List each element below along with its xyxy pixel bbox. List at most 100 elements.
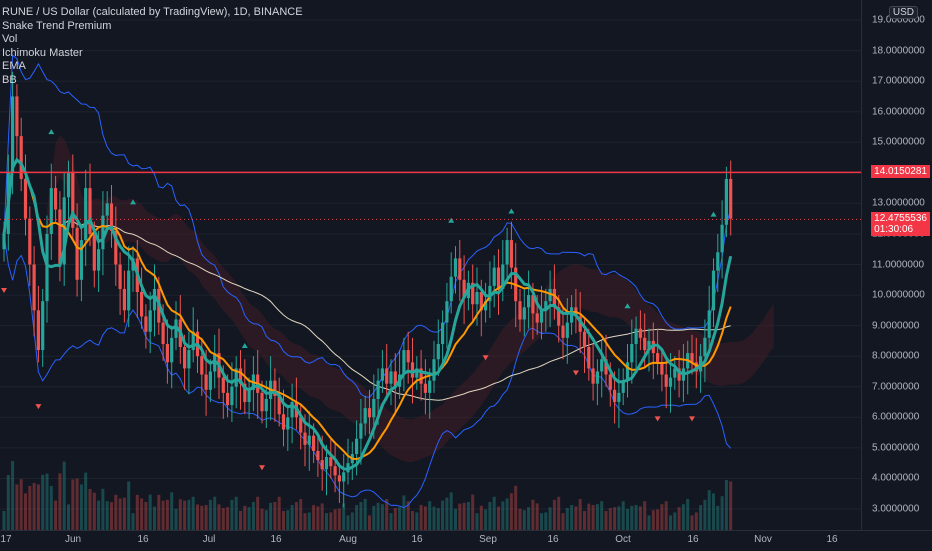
candle-body	[625, 362, 630, 381]
candle-body	[200, 356, 204, 375]
candle-body	[247, 389, 251, 403]
volume-bar	[368, 515, 371, 530]
candle-body	[453, 258, 458, 277]
price-axis-label: 8.0000000	[872, 350, 920, 362]
candle-body	[587, 347, 591, 369]
volume-bar	[157, 494, 161, 530]
candle-body	[410, 362, 415, 378]
candle-body	[144, 316, 148, 332]
candle-body	[355, 438, 359, 454]
volume-bar	[402, 495, 406, 530]
candle-body	[84, 188, 88, 241]
candle-body	[92, 233, 96, 271]
candle-body	[720, 224, 724, 253]
volume-bar	[36, 484, 40, 530]
volume-bar	[509, 493, 513, 530]
candle-body	[591, 368, 595, 384]
volume-bar	[583, 511, 586, 530]
indicator-ema[interactable]: EMA	[2, 60, 26, 72]
volume-bar	[415, 512, 419, 530]
candle-body	[419, 368, 423, 384]
ema-fast-line	[2, 157, 733, 471]
volume-bar	[479, 505, 483, 530]
volume-bar	[337, 508, 341, 530]
price-axis-label: 16.0000000	[872, 106, 925, 118]
candle-body	[66, 172, 71, 198]
volume-bar	[449, 492, 453, 530]
volume-bar	[406, 501, 410, 530]
volume-bar	[290, 505, 294, 530]
candle-body	[342, 472, 346, 482]
candle-body	[677, 368, 681, 381]
candle-body	[694, 362, 698, 372]
candle-body	[234, 368, 238, 387]
indicator-snake-trend[interactable]: Snake Trend Premium	[2, 19, 112, 32]
sell-signal-icon	[482, 355, 489, 361]
candle-body	[436, 343, 440, 360]
volume-bar	[445, 497, 449, 530]
volume-bar	[497, 506, 500, 530]
symbol-title[interactable]: RUNE / US Dollar (calculated by TradingV…	[2, 6, 303, 18]
volume-bar	[591, 505, 595, 530]
volume-bar	[131, 513, 135, 530]
candle-body	[148, 310, 152, 332]
volume-bar	[247, 507, 251, 530]
candle-body	[664, 374, 668, 387]
volume-bar	[651, 510, 655, 530]
time-axis[interactable]: 17 Jun 16 Jul 16 Aug 16 Sep 16 Oct 16 Nov 16	[0, 530, 932, 551]
time-axis-label: 16	[826, 534, 838, 545]
last-price-tag: 12.4755536 01:30:06	[871, 212, 930, 237]
candle-body	[41, 301, 45, 351]
candle-body	[11, 96, 15, 173]
candle-body	[595, 371, 599, 384]
candle-body	[32, 264, 36, 311]
candle-body	[204, 374, 208, 390]
candle-body	[729, 178, 733, 219]
volume-bar	[153, 506, 156, 530]
volume-bar	[299, 499, 303, 530]
price-axis-label: 15.0000000	[872, 136, 925, 148]
price-axis-label: 6.0000000	[872, 411, 920, 423]
candle-body	[79, 240, 83, 280]
volume-bar	[484, 509, 488, 530]
price-axis-label: 9.0000000	[872, 320, 920, 332]
candle-body	[152, 288, 157, 311]
volume-bar	[234, 496, 238, 530]
volume-bar	[221, 508, 225, 530]
indicator-bb[interactable]: BB	[2, 73, 17, 86]
sell-signal-icon	[259, 465, 265, 471]
candle-body	[161, 322, 165, 344]
volume-bar	[187, 499, 191, 530]
volume-bar	[626, 508, 629, 530]
candle-body	[488, 285, 492, 302]
time-axis-label: Aug	[339, 534, 357, 545]
volume-bar	[67, 504, 70, 530]
time-axis-label: 16	[411, 534, 423, 545]
candle-body	[243, 383, 247, 403]
candle-body	[286, 417, 290, 430]
volume-bar	[122, 497, 126, 530]
volume-bar	[527, 507, 531, 530]
volume-bar	[729, 481, 733, 530]
sell-signal-icon	[35, 404, 42, 410]
price-axis[interactable]: 3.0000000 4.0000000 5.0000000 6.0000000 7.00…	[861, 0, 932, 530]
chart-legend: RUNE / US Dollar (calculated by TradingV…	[2, 6, 303, 87]
candle-body	[458, 258, 462, 280]
volume-bar	[239, 511, 242, 530]
candle-body	[673, 368, 677, 378]
candle-body	[260, 392, 264, 412]
volume-bar	[342, 503, 346, 530]
volume-bar	[19, 479, 23, 530]
candle-body	[127, 270, 131, 311]
candle-body	[600, 359, 604, 372]
price-axis-label: 18.0000000	[872, 45, 925, 57]
candle-body	[406, 350, 410, 363]
indicator-vol[interactable]: Vol	[2, 33, 18, 45]
volume-bar	[148, 494, 152, 530]
indicator-ichimoku[interactable]: Ichimoku Master	[2, 46, 83, 59]
volume-bar	[196, 504, 199, 530]
currency-badge[interactable]: USD	[888, 6, 918, 19]
candle-body	[277, 395, 281, 415]
candle-body	[548, 288, 552, 302]
